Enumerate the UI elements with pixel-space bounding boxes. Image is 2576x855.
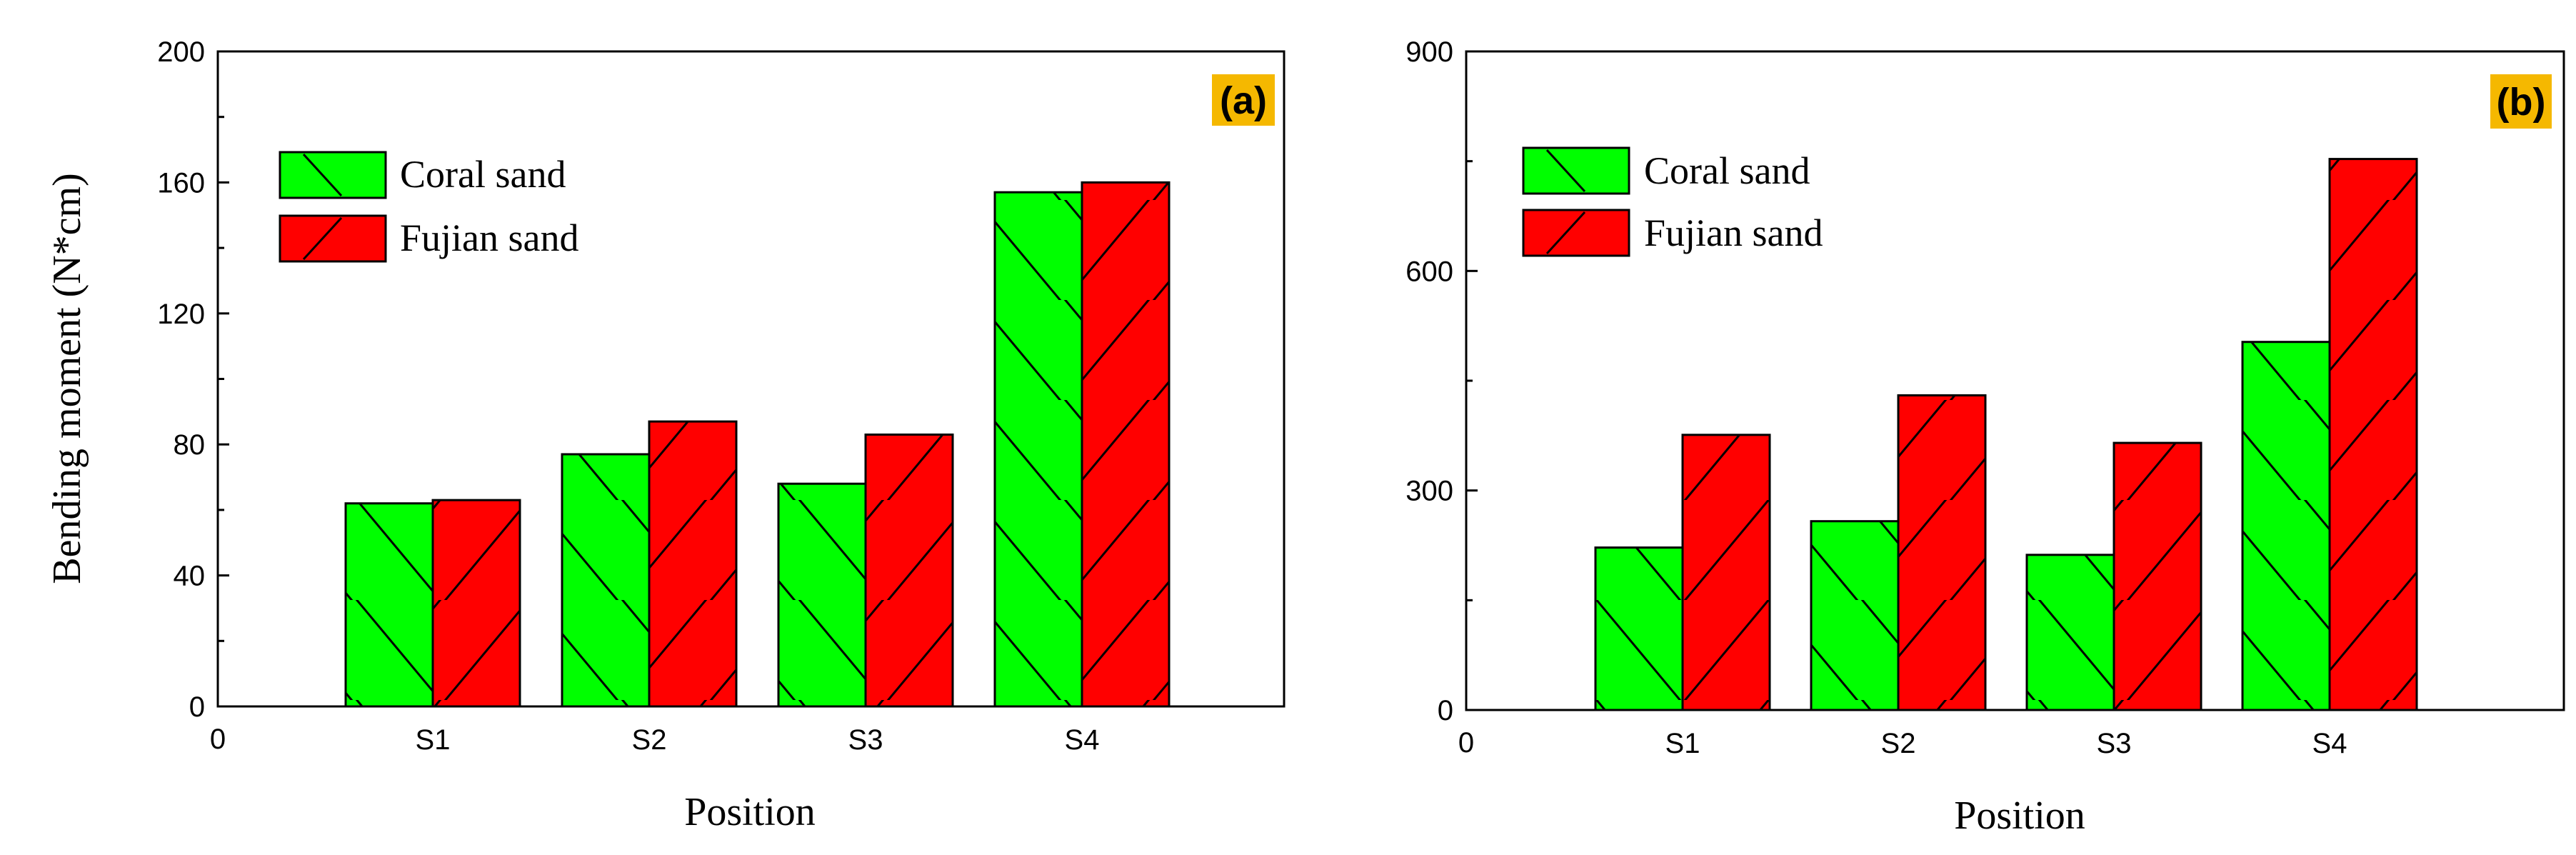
bar-hatch-fujian-sand-s4 — [1082, 182, 1169, 706]
bars — [1594, 158, 2418, 711]
x-axis-title: Position — [1954, 794, 2085, 838]
chart-panel-a: Bending moment (N*cm) Position 0 0 40 80 12… — [45, 36, 1286, 834]
y-tick-label: 160 — [157, 167, 205, 199]
bar-hatch-coral-sand-s3 — [2027, 554, 2114, 710]
x-tick-labels: S1 S2 S3 S4 — [1665, 728, 2347, 759]
legend-swatch-coral-sand — [279, 151, 387, 199]
bar-hatch-coral-sand-s2 — [562, 454, 649, 706]
x-tick-label-s4: S4 — [1065, 724, 1100, 756]
panel-tag-label: (b) — [2497, 81, 2546, 124]
bar-hatch-fujian-sand-s4 — [2330, 159, 2417, 711]
x-tick-label-s2: S2 — [1881, 728, 1916, 759]
legend-hatch-fujian-sand — [1545, 211, 1586, 255]
y-tick-label: 200 — [157, 36, 205, 68]
bar-hatch-fujian-sand-s2 — [649, 421, 736, 706]
x-tick-label-s1: S1 — [1665, 728, 1700, 759]
legend-label-fujian-sand: Fujian sand — [400, 216, 579, 259]
x-origin-label: 0 — [210, 724, 226, 755]
legend-label-fujian-sand: Fujian sand — [1644, 211, 1823, 254]
legend-label-coral-sand: Coral sand — [1644, 149, 1810, 192]
x-tick-label-s3: S3 — [2097, 728, 2132, 759]
legend: Coral sand Fujian sand — [1522, 146, 1823, 257]
bar-hatch-coral-sand-s4 — [995, 192, 1082, 706]
bar-hatch-fujian-sand-s1 — [433, 500, 520, 706]
legend: Coral sand Fujian sand — [279, 151, 579, 263]
legend-hatch-coral-sand — [1545, 149, 1586, 193]
panel-tag-box — [2490, 74, 2552, 129]
bar-hatch-coral-sand-s3 — [778, 484, 866, 706]
bar-hatch-fujian-sand-s3 — [866, 434, 953, 706]
legend-swatch-fujian-sand — [279, 214, 387, 263]
y-tick-label: 80 — [174, 429, 206, 461]
x-tick-label-s1: S1 — [416, 724, 451, 756]
y-ticks: 0 300 600 900 — [1405, 36, 1478, 726]
bar-hatch-coral-sand-s2 — [1811, 521, 1898, 710]
bar-hatch-coral-sand-s4 — [2242, 341, 2330, 710]
legend-hatch-fujian-sand — [302, 216, 343, 261]
x-origin-label: 0 — [1458, 727, 1474, 759]
x-tick-label-s4: S4 — [2312, 728, 2347, 759]
bar-hatch-fujian-sand-s2 — [1898, 395, 1985, 710]
bar-hatch-coral-sand-s1 — [1595, 547, 1683, 710]
y-tick-label: 0 — [189, 691, 205, 723]
bar-hatch-fujian-sand-s1 — [1683, 434, 1770, 710]
y-tick-label: 40 — [174, 561, 206, 592]
chart-panel-b: Position 0 0 300 600 900 S1 S2 S3 S4 Coral san… — [1405, 36, 2565, 838]
y-tick-label: 900 — [1405, 36, 1453, 68]
y-tick-label: 300 — [1405, 476, 1453, 507]
y-tick-label: 600 — [1405, 256, 1453, 287]
y-ticks: 0 40 80 120 160 200 — [157, 36, 229, 723]
legend-hatch-coral-sand — [302, 153, 343, 197]
y-tick-label: 0 — [1438, 695, 1453, 726]
legend-swatch-fujian-sand — [1522, 209, 1630, 257]
y-tick-label: 120 — [157, 299, 205, 330]
x-tick-label-s2: S2 — [632, 724, 667, 756]
legend-swatch-coral-sand — [1522, 146, 1630, 195]
y-axis-title: Bending moment (N*cm) — [45, 173, 89, 584]
x-axis-title: Position — [684, 790, 816, 834]
x-tick-labels: S1 S2 S3 S4 — [416, 724, 1100, 756]
panel-tag-label: (a) — [1220, 79, 1267, 122]
panel-tag-box — [1212, 74, 1275, 126]
legend-label-coral-sand: Coral sand — [400, 153, 566, 196]
bar-hatch-coral-sand-s1 — [346, 503, 433, 706]
bars — [344, 181, 1171, 708]
x-tick-label-s3: S3 — [848, 724, 883, 756]
bar-hatch-fujian-sand-s3 — [2114, 443, 2201, 710]
